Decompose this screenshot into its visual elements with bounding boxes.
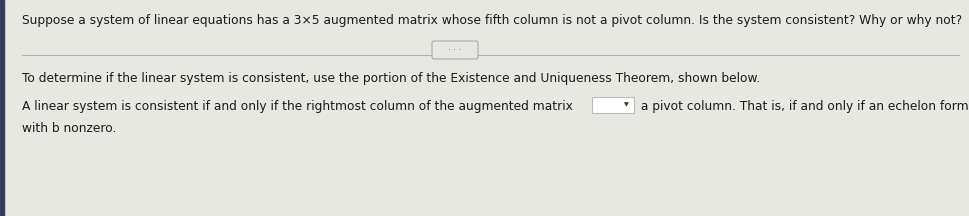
Text: A linear system is consistent if and only if the rightmost column of the augment: A linear system is consistent if and onl… <box>22 100 573 113</box>
Bar <box>592 97 634 113</box>
Text: ▼: ▼ <box>624 103 629 108</box>
FancyBboxPatch shape <box>432 41 478 59</box>
Text: · · ·: · · · <box>449 46 461 55</box>
Text: Suppose a system of linear equations has a 3×5 augmented matrix whose fifth colu: Suppose a system of linear equations has… <box>22 14 962 27</box>
Text: To determine if the linear system is consistent, use the portion of the Existenc: To determine if the linear system is con… <box>22 72 761 85</box>
Bar <box>0 0 4 216</box>
Text: a pivot column. That is, if and only if an echelon form of the augmented matrix : a pivot column. That is, if and only if … <box>637 100 969 113</box>
Text: with b nonzero.: with b nonzero. <box>22 122 116 135</box>
